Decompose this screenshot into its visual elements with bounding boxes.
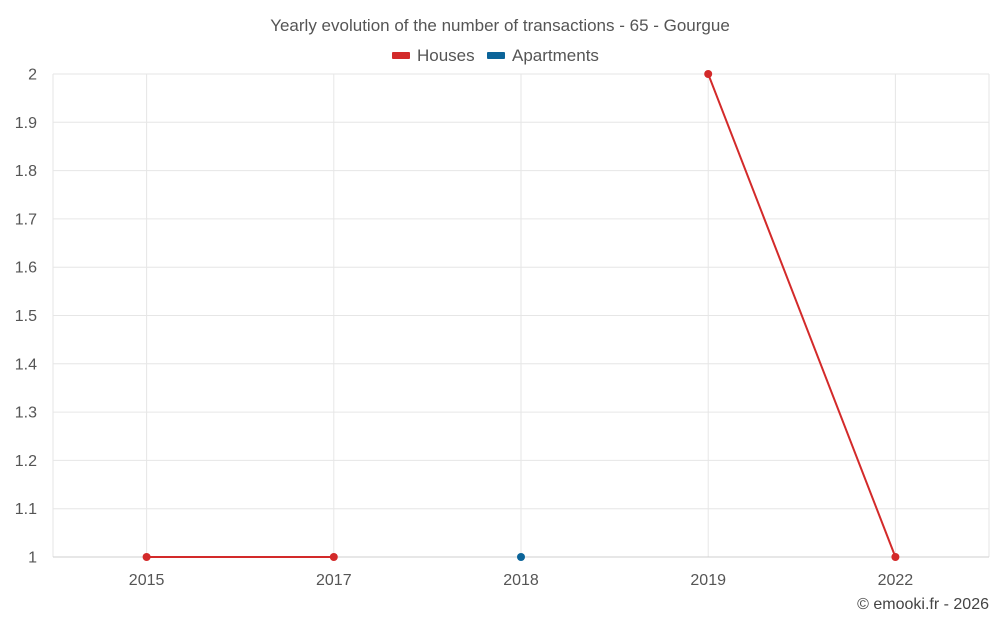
data-point-houses xyxy=(704,70,713,78)
legend-item-houses[interactable]: Houses xyxy=(392,46,475,65)
series-lines xyxy=(146,73,897,558)
data-point-houses xyxy=(329,553,338,561)
legend-item-apartments[interactable]: Apartments xyxy=(487,46,599,65)
series-line-houses xyxy=(707,73,897,558)
data-point-houses xyxy=(891,553,900,561)
legend-label-houses: Houses xyxy=(417,46,475,65)
x-tick-label: 2015 xyxy=(129,572,165,589)
legend: Houses Apartments xyxy=(392,46,599,65)
legend-label-apartments: Apartments xyxy=(512,46,599,65)
x-tick-label: 2019 xyxy=(690,572,726,589)
y-tick-label: 1.5 xyxy=(15,308,37,325)
chart-title: Yearly evolution of the number of transa… xyxy=(270,16,730,35)
y-tick-label: 1.7 xyxy=(15,211,37,228)
y-tick-label: 2 xyxy=(28,67,37,84)
data-point-apartments xyxy=(517,553,525,561)
x-axis: 2015 2017 2018 2019 2022 xyxy=(53,556,989,589)
y-tick-label: 1.4 xyxy=(15,356,37,373)
x-tick-label: 2017 xyxy=(316,572,352,589)
credit-text: © emooki.fr - 2026 xyxy=(857,596,989,613)
y-tick-label: 1.2 xyxy=(15,453,37,470)
x-tick-label: 2022 xyxy=(878,572,914,589)
y-axis: 2 1.9 1.8 1.7 1.6 1.5 1.4 1.3 1.2 1.1 1 xyxy=(15,67,37,567)
legend-swatch-houses xyxy=(392,52,410,59)
y-tick-label: 1.1 xyxy=(15,501,37,518)
data-point-houses xyxy=(142,553,151,561)
y-tick-label: 1.6 xyxy=(15,260,37,277)
legend-swatch-apartments xyxy=(487,52,505,59)
y-tick-label: 1.8 xyxy=(15,163,37,180)
y-tick-label: 1.9 xyxy=(15,115,37,132)
x-tick-label: 2018 xyxy=(503,572,539,589)
y-tick-label: 1 xyxy=(28,550,37,567)
grid xyxy=(52,73,990,558)
y-tick-label: 1.3 xyxy=(15,405,37,422)
series-points xyxy=(142,70,900,561)
